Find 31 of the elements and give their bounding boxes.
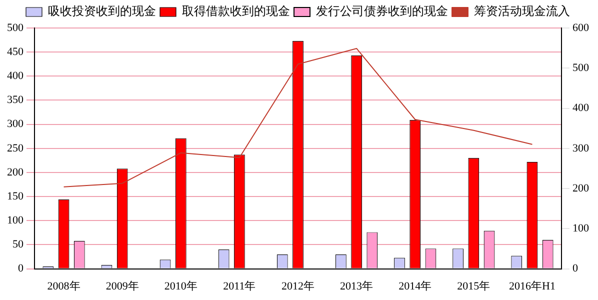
legend-label: 筹资活动现金流入 [474, 4, 570, 18]
legend-label: 吸收投资收到的现金 [48, 4, 156, 18]
y-tick-label: 400 [7, 70, 24, 82]
y-tick-label: 200 [7, 166, 24, 178]
legend-label: 取得借款收到的现金 [182, 4, 290, 18]
y-tick-label: 100 [7, 214, 24, 227]
y2-tick-label: 300 [572, 142, 590, 154]
x-tick-label: 2009年 [106, 280, 139, 292]
x-tick-label: 2010年 [164, 280, 198, 292]
x-tick-label: 2015年 [457, 280, 490, 292]
x-tick-label: 2014年 [398, 280, 432, 292]
y-tick-label: 300 [7, 118, 24, 130]
y2-tick-label: 400 [572, 102, 590, 114]
y2-tick-label: 500 [572, 62, 590, 74]
x-tick-label: 2012年 [282, 280, 314, 292]
legend-label: 发行公司债券收到的现金 [316, 4, 448, 18]
y-tick-label: 350 [7, 94, 24, 106]
x-tick-label: 2016年H1 [508, 280, 556, 292]
y-tick-label: 0 [18, 262, 24, 275]
y-tick-label: 250 [7, 142, 24, 154]
y2-tick-label: 0 [572, 262, 578, 275]
y-tick-label: 450 [7, 46, 24, 58]
y-tick-label: 150 [7, 190, 24, 202]
x-tick-label: 2011年 [223, 280, 256, 292]
y2-tick-label: 100 [572, 222, 590, 235]
y-tick-label: 500 [7, 22, 24, 34]
x-tick-label: 2013年 [340, 280, 374, 292]
x-tick-label: 2008年 [47, 280, 80, 292]
y-tick-label: 50 [12, 238, 24, 251]
y2-tick-label: 600 [572, 22, 590, 34]
y2-tick-label: 200 [572, 182, 590, 194]
